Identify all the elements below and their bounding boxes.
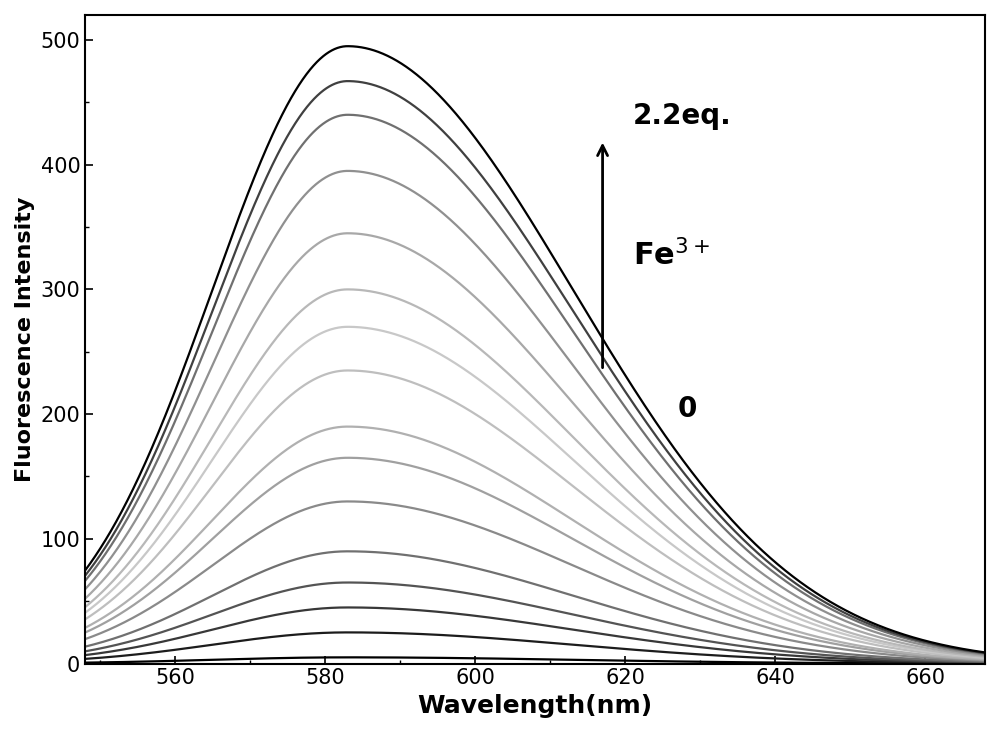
Y-axis label: Fluorescence Intensity: Fluorescence Intensity xyxy=(15,196,35,482)
Text: 2.2eq.: 2.2eq. xyxy=(633,102,731,130)
Text: Fe$^{3+}$: Fe$^{3+}$ xyxy=(633,239,710,271)
X-axis label: Wavelength(nm): Wavelength(nm) xyxy=(418,694,653,718)
Text: 0: 0 xyxy=(678,395,697,424)
